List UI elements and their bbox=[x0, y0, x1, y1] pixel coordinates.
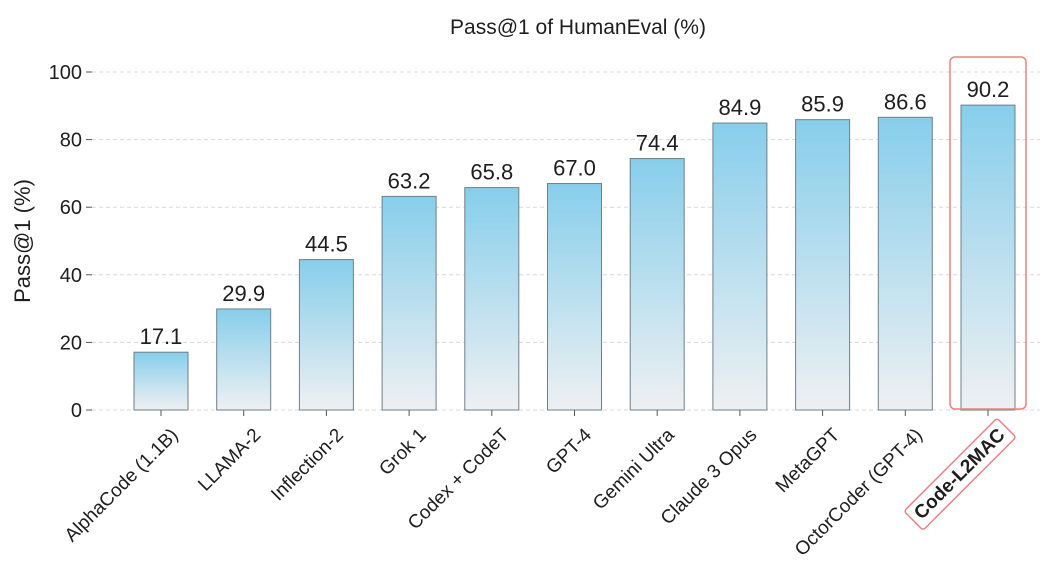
highlight-layer bbox=[904, 56, 1027, 530]
y-axis-ticks: 0 20 40 60 80 100 bbox=[49, 62, 92, 422]
data-labels: 17.1 29.9 44.5 63.2 65.8 67.0 74.4 84.9 85.9 86.6… bbox=[140, 77, 1010, 349]
bar bbox=[216, 308, 272, 411]
bar bbox=[547, 183, 602, 411]
data-label: 86.6 bbox=[884, 89, 927, 114]
x-tick-label: MetaGPT bbox=[772, 424, 845, 497]
bar bbox=[381, 195, 437, 411]
x-axis-ticks: AlphaCode (1.1B) LLAMA-2 Inflection-2 Grok … bbox=[61, 410, 1010, 560]
x-tick-label: Grok 1 bbox=[375, 425, 430, 480]
y-axis-label: Pass@1 (%) bbox=[10, 179, 35, 303]
bar bbox=[133, 351, 189, 411]
bar bbox=[795, 119, 851, 411]
bar bbox=[960, 104, 1016, 411]
bar bbox=[712, 122, 768, 411]
chart-title: Pass@1 of HumanEval (%) bbox=[450, 16, 706, 39]
data-label: 74.4 bbox=[636, 131, 679, 156]
data-label: 84.9 bbox=[718, 95, 761, 120]
x-tick-label: AlphaCode (1.1B) bbox=[61, 425, 183, 547]
data-label: 65.8 bbox=[470, 160, 513, 185]
x-tick-label: LLAMA-2 bbox=[194, 425, 265, 496]
x-tick-label: Inflection-2 bbox=[267, 425, 348, 506]
x-tick-label: Gemini Ultra bbox=[589, 424, 679, 514]
data-label: 17.1 bbox=[140, 324, 183, 349]
data-label: 90.2 bbox=[967, 77, 1010, 102]
y-tick-label: 20 bbox=[60, 332, 82, 354]
bar bbox=[464, 187, 520, 411]
bar bbox=[298, 259, 354, 411]
bar bbox=[629, 158, 685, 411]
data-label: 85.9 bbox=[801, 92, 844, 117]
y-tick-label: 100 bbox=[49, 62, 82, 84]
highlight-bar-box bbox=[949, 56, 1027, 410]
data-label: 67.0 bbox=[553, 156, 596, 181]
data-label: 63.2 bbox=[388, 168, 431, 193]
data-label: 29.9 bbox=[222, 281, 265, 306]
y-tick-label: 80 bbox=[60, 130, 82, 152]
bar bbox=[877, 116, 933, 411]
highlight-label-box bbox=[904, 418, 1016, 530]
x-tick-label: GPT-4 bbox=[542, 424, 596, 478]
bars bbox=[133, 104, 1016, 411]
y-tick-label: 40 bbox=[60, 265, 82, 287]
data-label: 44.5 bbox=[305, 232, 348, 257]
y-tick-label: 0 bbox=[71, 400, 82, 422]
y-tick-label: 60 bbox=[60, 197, 82, 219]
